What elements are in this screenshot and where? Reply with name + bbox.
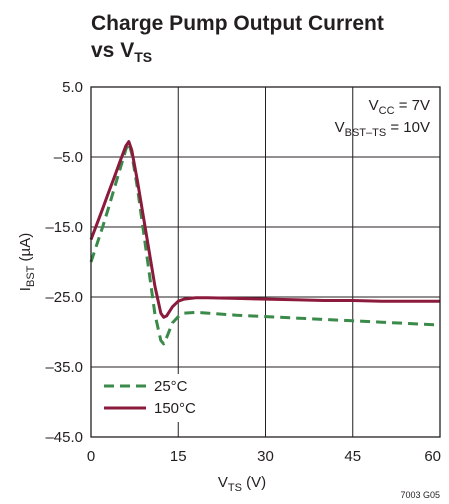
series-line-25c <box>89 141 441 346</box>
y-axis-label: IBST (µA) <box>17 233 37 291</box>
title-line2-main: vs V <box>91 39 134 62</box>
figure-id: 7003 G05 <box>400 490 440 500</box>
legend-label-25c: 25°C <box>154 378 188 395</box>
y-tick-labels: 5.0 –5.0 –15.0 –25.0 –35.0 –45.0 <box>45 79 83 446</box>
y-tick-label-0: 5.0 <box>62 79 83 96</box>
title-line2-sub: TS <box>134 49 152 65</box>
x-tick-label-0: 0 <box>87 448 95 465</box>
xlabel-rest: (V) <box>242 474 266 491</box>
x-tick-labels: 0 15 30 45 60 <box>87 448 441 465</box>
legend-background <box>100 374 250 422</box>
annot-vcc-rest: = 7V <box>395 97 430 114</box>
chart-title-line1: Charge Pump Output Current <box>91 12 384 35</box>
annotation-vbst: VBST–TS = 10V <box>335 119 430 139</box>
xlabel-main: V <box>218 474 228 491</box>
y-tick-label-2: –15.0 <box>45 219 83 236</box>
chart-title-line2: vs VTS <box>91 39 152 65</box>
x-tick-label-1: 15 <box>170 448 187 465</box>
annot-vcc-main: V <box>369 97 379 114</box>
legend-label-150c: 150°C <box>154 400 196 417</box>
annot-vbst-sub: BST–TS <box>345 127 387 139</box>
ylabel-sub: BST <box>25 265 37 287</box>
annot-vcc-sub: CC <box>379 105 395 117</box>
plot-frame <box>90 86 441 438</box>
ylabel-rest: (µA) <box>17 233 34 266</box>
ylabel-main: I <box>17 287 34 291</box>
annot-vbst-rest: = 10V <box>386 119 430 136</box>
y-tick-label-1: –5.0 <box>54 149 83 166</box>
series-line-150c <box>89 140 440 319</box>
annotation-vcc: VCC = 7V <box>369 97 430 117</box>
xlabel-sub: TS <box>228 482 242 494</box>
annot-vbst-main: V <box>335 119 345 136</box>
y-tick-label-4: –35.0 <box>45 359 83 376</box>
x-tick-label-4: 60 <box>424 448 441 465</box>
y-tick-label-5: –45.0 <box>45 429 83 446</box>
x-tick-label-2: 30 <box>257 448 274 465</box>
x-tick-label-3: 45 <box>344 448 361 465</box>
y-tick-label-3: –25.0 <box>45 289 83 306</box>
x-axis-label: VTS (V) <box>218 474 266 494</box>
series-group <box>89 140 441 346</box>
legend: 25°C 150°C <box>100 374 250 422</box>
